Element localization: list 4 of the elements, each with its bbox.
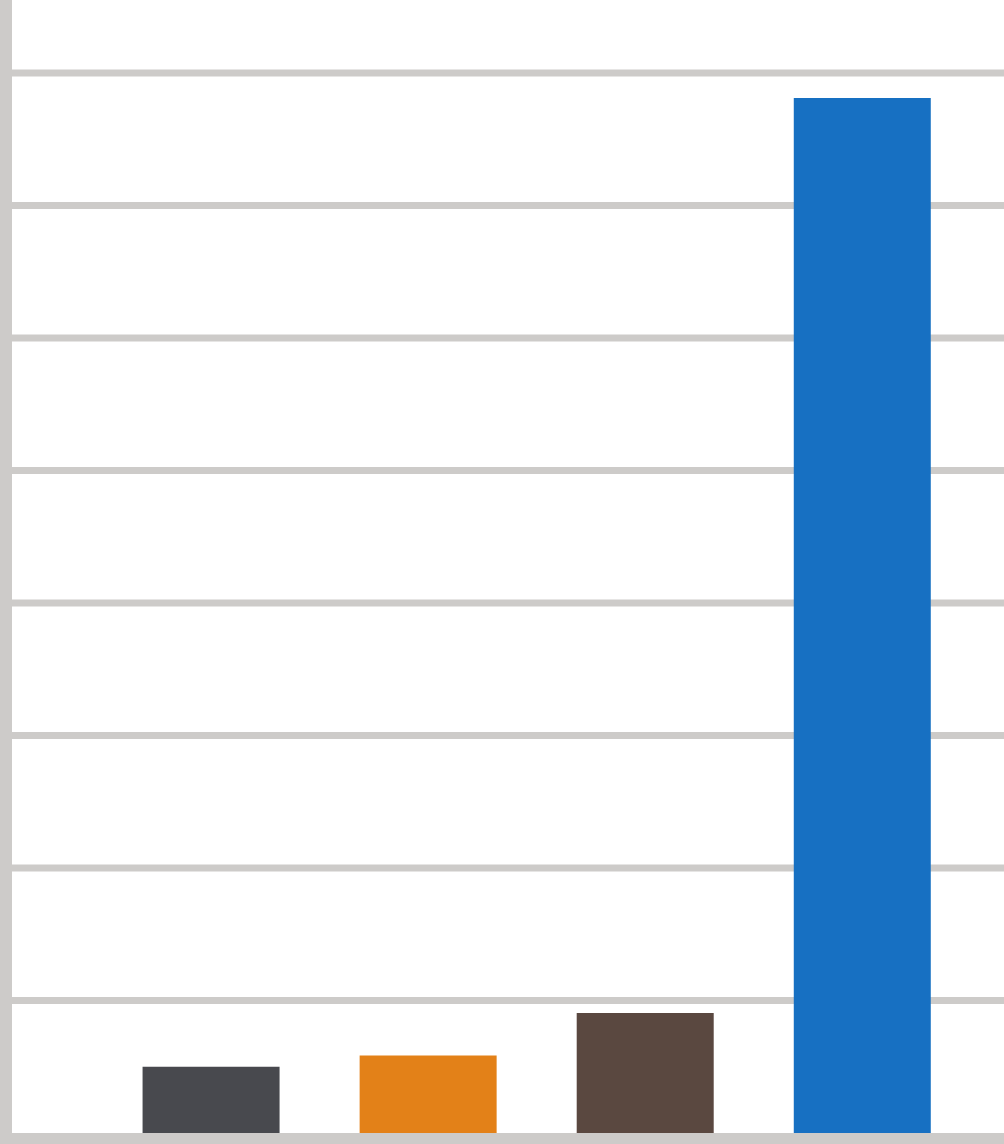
bar	[576, 1012, 714, 1133]
bar	[142, 1066, 280, 1133]
bar	[793, 97, 931, 1133]
bar	[359, 1055, 497, 1133]
